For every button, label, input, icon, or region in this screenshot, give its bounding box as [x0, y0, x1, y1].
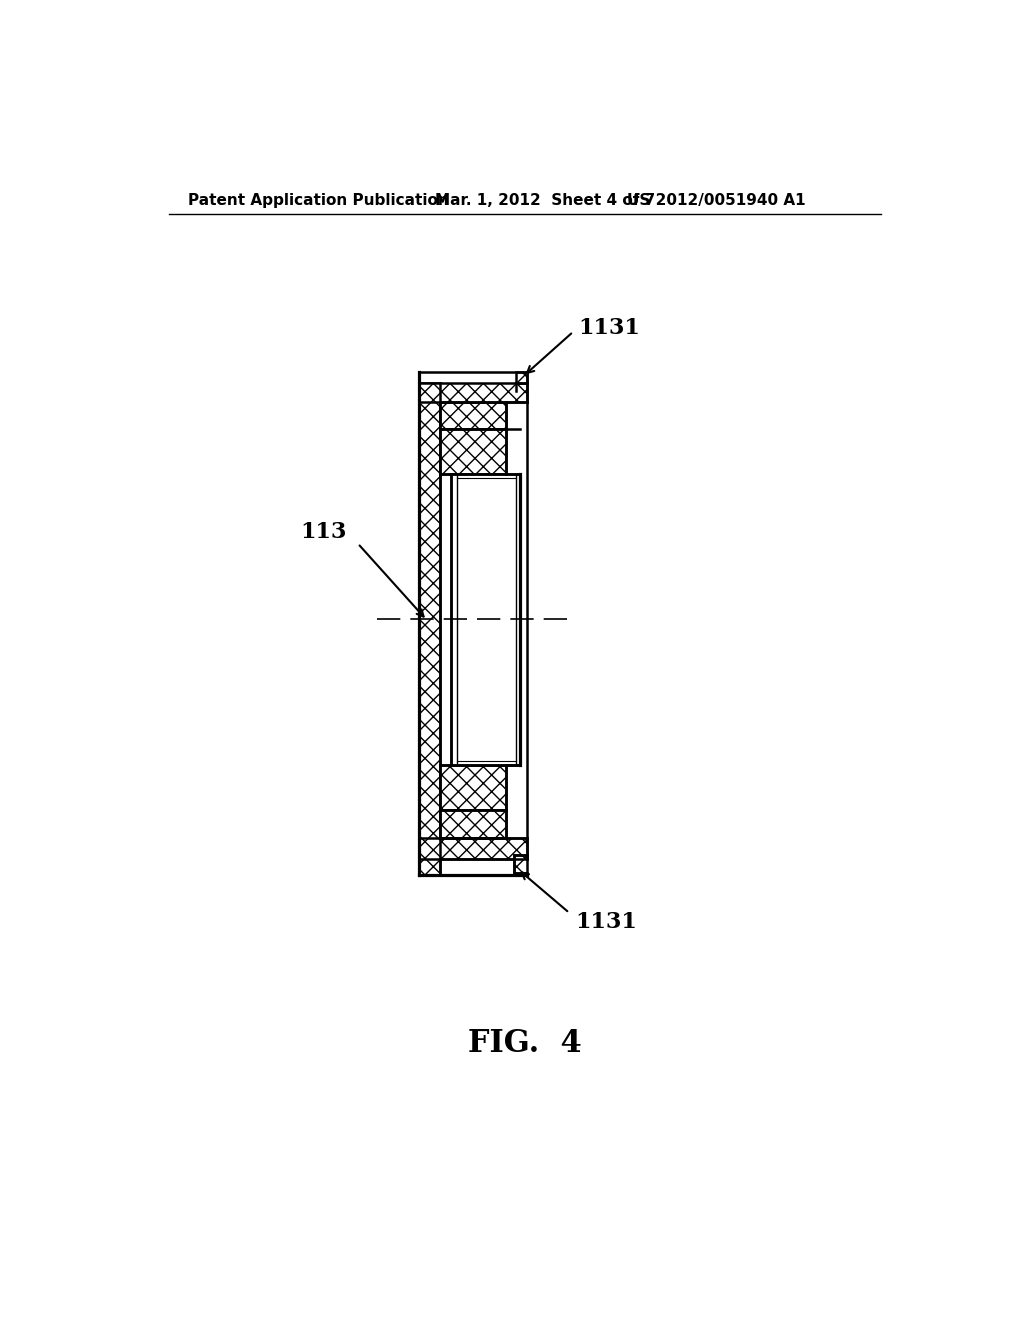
Text: FIG.  4: FIG. 4 — [468, 1028, 582, 1060]
Polygon shape — [440, 403, 506, 429]
Polygon shape — [419, 383, 527, 403]
Text: 1131: 1131 — [579, 317, 641, 339]
Polygon shape — [515, 372, 527, 383]
Text: Patent Application Publication: Patent Application Publication — [188, 193, 450, 209]
Polygon shape — [451, 474, 520, 766]
Text: Mar. 1, 2012  Sheet 4 of 7: Mar. 1, 2012 Sheet 4 of 7 — [435, 193, 655, 209]
Text: 1131: 1131 — [575, 911, 638, 933]
Polygon shape — [514, 855, 527, 873]
Text: 113: 113 — [300, 521, 346, 543]
Polygon shape — [440, 810, 506, 838]
Polygon shape — [440, 429, 506, 474]
Text: US 2012/0051940 A1: US 2012/0051940 A1 — [628, 193, 806, 209]
Polygon shape — [440, 766, 506, 810]
Polygon shape — [419, 383, 440, 875]
Polygon shape — [419, 838, 527, 859]
